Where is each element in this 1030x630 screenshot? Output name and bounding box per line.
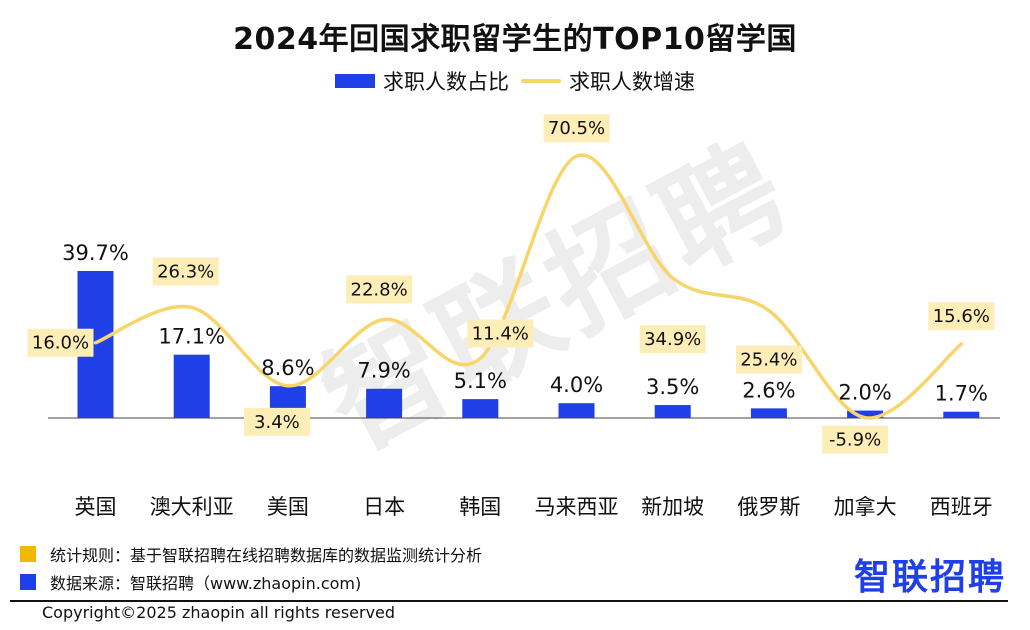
growth-label-box (243, 407, 310, 436)
footnote-rule-text: 统计规则：基于智联招聘在线招聘数据库的数据监测统计分析 (50, 546, 483, 565)
growth-label-box (639, 325, 706, 354)
growth-label-box (152, 257, 219, 286)
growth-label-box (346, 275, 413, 304)
legend-line-label: 求职人数增速 (569, 70, 695, 94)
bar (750, 408, 787, 418)
category-label: 澳大利亚 (150, 495, 234, 519)
bar (847, 410, 884, 418)
bar-value-label: 1.7% (935, 382, 988, 406)
bar (366, 388, 403, 418)
category-label: 西班牙 (930, 495, 993, 519)
category-label: 加拿大 (834, 495, 897, 519)
growth-label-box (543, 114, 610, 143)
growth-value-label: 3.4% (254, 412, 300, 433)
growth-label-box (467, 319, 534, 348)
footnote-square-icon (20, 574, 36, 590)
legend-item-line: 求职人数增速 (521, 66, 695, 96)
footnote-square-icon (20, 546, 36, 562)
legend-bar-label: 求职人数占比 (383, 70, 509, 94)
bar-value-label: 4.0% (550, 373, 603, 397)
legend-line-swatch (521, 79, 561, 83)
bar-value-label: 39.7% (62, 241, 129, 265)
footer-divider (10, 600, 1008, 602)
category-label: 英国 (75, 495, 117, 519)
bar-value-label: 17.1% (158, 325, 225, 349)
category-label: 韩国 (459, 495, 501, 519)
growth-value-label: 34.9% (644, 329, 701, 350)
growth-value-label: 22.8% (351, 279, 408, 300)
bar (654, 405, 691, 418)
growth-value-label: 26.3% (157, 261, 214, 282)
footnote-source-text: 数据来源：智联招聘（www.zhaopin.com) (50, 574, 362, 593)
category-label: 马来西亚 (535, 495, 619, 519)
bar (462, 399, 499, 418)
growth-value-label: 15.6% (933, 306, 990, 327)
category-label: 俄罗斯 (737, 495, 800, 519)
category-label: 美国 (267, 495, 309, 519)
category-label: 新加坡 (641, 495, 704, 519)
growth-line (93, 153, 964, 420)
bar (173, 354, 210, 418)
footnote-rule: 统计规则：基于智联招聘在线招聘数据库的数据监测统计分析 (20, 542, 482, 566)
growth-value-label: 16.0% (32, 333, 89, 354)
growth-label-box (928, 302, 995, 331)
bar-value-label: 3.5% (646, 375, 699, 399)
chart-title: 2024年回国求职留学生的TOP10留学国 (233, 22, 797, 57)
bar-value-label: 7.9% (357, 359, 410, 383)
legend-bar-swatch (335, 74, 375, 88)
growth-label-box (27, 328, 94, 357)
bar-value-label: 5.1% (454, 369, 507, 393)
line-layer (93, 153, 964, 420)
growth-label-box (735, 345, 802, 374)
bar-value-label: 2.6% (742, 378, 795, 402)
growth-value-label: 70.5% (548, 118, 605, 139)
bar-value-label: 2.0% (838, 381, 891, 405)
bar (943, 411, 980, 418)
legend: 求职人数占比 求职人数增速 (0, 66, 1030, 96)
bar-value-label: 8.6% (261, 356, 314, 380)
legend-item-bar: 求职人数占比 (335, 66, 509, 96)
category-label: 日本 (363, 495, 405, 519)
growth-label-box (822, 425, 889, 454)
footnote-source: 数据来源：智联招聘（www.zhaopin.com) (20, 570, 361, 594)
bars-layer (77, 271, 980, 418)
ticks-layer: 英国 澳大利亚 美国 日本 韩国 马来西亚 新加坡 俄罗斯 加拿大 西班牙 (75, 495, 993, 519)
bar (558, 403, 595, 418)
brand-logo: 智联招聘 (853, 557, 1006, 598)
growth-value-label: 25.4% (740, 350, 797, 371)
labels-layer: 39.7% 17.1% 8.6% 7.9% 5.1% 4.0% 3.5% 2.6% 2.0% 1.… (27, 114, 995, 454)
copyright: Copyright©2025 zhaopin all rights reserv… (42, 603, 396, 622)
growth-value-label: 11.4% (472, 323, 529, 344)
growth-value-label: -5.9% (829, 430, 881, 451)
